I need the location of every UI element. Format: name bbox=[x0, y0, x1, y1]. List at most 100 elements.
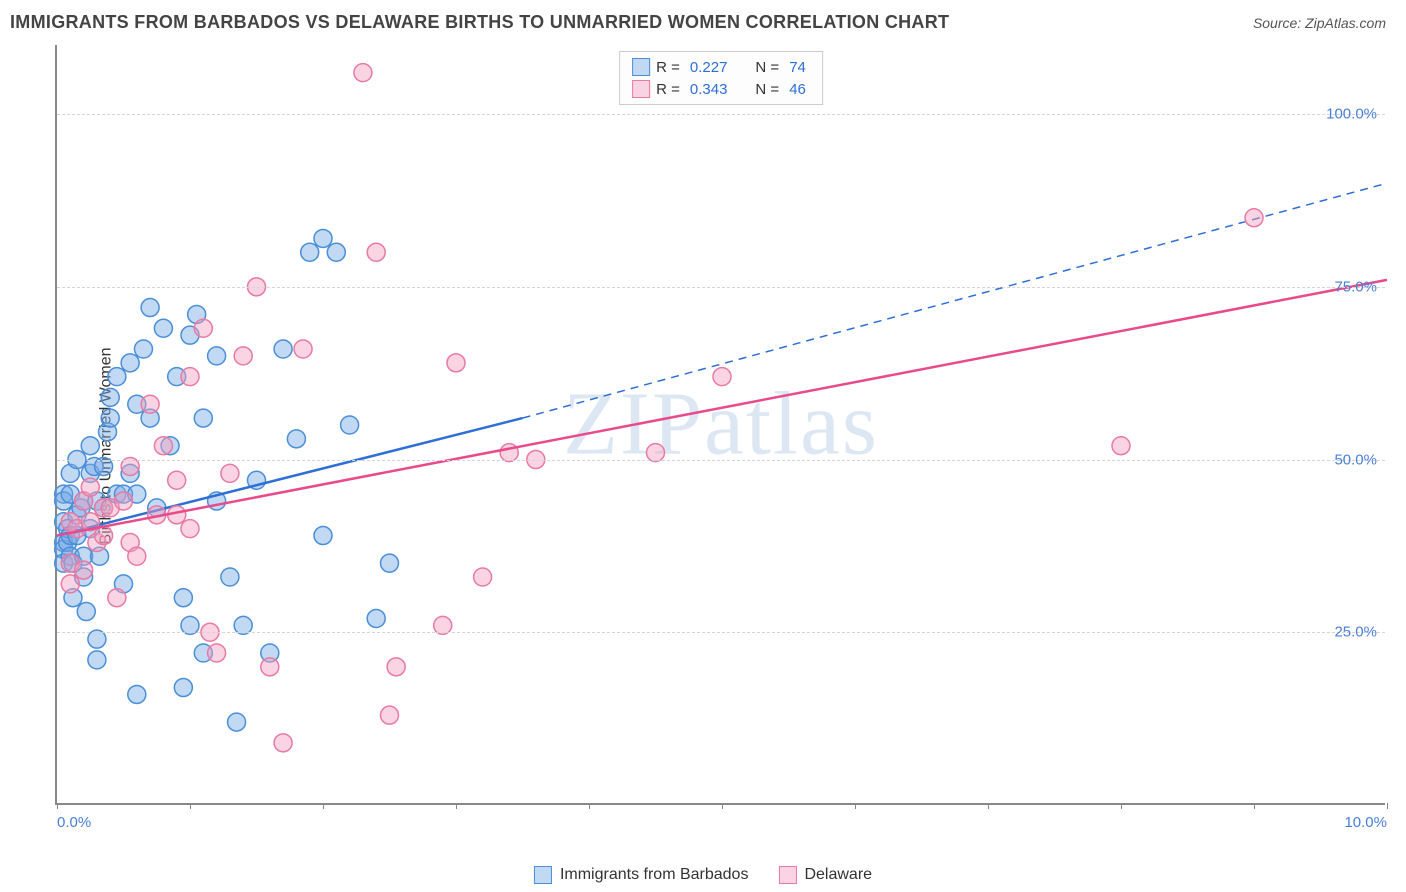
scatter-point-pink bbox=[221, 464, 239, 482]
scatter-point-pink bbox=[181, 520, 199, 538]
plot-area: ZIPatlas R =0.227N =74R =0.343N =46 25.0… bbox=[55, 45, 1385, 805]
scatter-point-blue bbox=[101, 388, 119, 406]
legend-r-label: R = bbox=[656, 59, 680, 76]
legend-swatch bbox=[632, 58, 650, 76]
scatter-point-pink bbox=[274, 734, 292, 752]
y-tick-label: 100.0% bbox=[1326, 106, 1377, 123]
scatter-point-pink bbox=[367, 243, 385, 261]
scatter-point-pink bbox=[1245, 209, 1263, 227]
legend-r-value: 0.227 bbox=[686, 59, 732, 76]
legend-correlation: R = 0.227 N = 74 R = 0.343 N = 46 bbox=[619, 51, 823, 105]
scatter-point-pink bbox=[261, 658, 279, 676]
scatter-point-pink bbox=[387, 658, 405, 676]
scatter-point-blue bbox=[327, 243, 345, 261]
x-tick-mark bbox=[855, 803, 856, 809]
legend-series-label: Delaware bbox=[804, 866, 872, 884]
scatter-point-blue bbox=[287, 430, 305, 448]
scatter-point-blue bbox=[221, 568, 239, 586]
scatter-point-blue bbox=[208, 347, 226, 365]
scatter-point-pink bbox=[115, 492, 133, 510]
scatter-point-blue bbox=[274, 340, 292, 358]
x-tick-label: 10.0% bbox=[1344, 814, 1387, 831]
x-tick-mark bbox=[323, 803, 324, 809]
legend-n-value: 46 bbox=[785, 81, 810, 98]
scatter-point-blue bbox=[314, 229, 332, 247]
scatter-point-blue bbox=[341, 416, 359, 434]
legend-series: Immigrants from Barbados Delaware bbox=[534, 866, 872, 884]
legend-correlation-row: R = 0.227 N = 74 bbox=[632, 56, 810, 78]
scatter-point-pink bbox=[713, 368, 731, 386]
scatter-point-pink bbox=[154, 437, 172, 455]
scatter-point-pink bbox=[381, 706, 399, 724]
scatter-point-blue bbox=[228, 713, 246, 731]
chart-title: IMMIGRANTS FROM BARBADOS VS DELAWARE BIR… bbox=[10, 12, 949, 33]
scatter-point-pink bbox=[1112, 437, 1130, 455]
chart-header: IMMIGRANTS FROM BARBADOS VS DELAWARE BIR… bbox=[10, 12, 1386, 33]
scatter-point-blue bbox=[154, 319, 172, 337]
x-tick-mark bbox=[1254, 803, 1255, 809]
scatter-point-blue bbox=[174, 679, 192, 697]
scatter-point-pink bbox=[234, 347, 252, 365]
x-tick-mark bbox=[722, 803, 723, 809]
trend-line-pink bbox=[57, 280, 1387, 536]
scatter-point-blue bbox=[101, 409, 119, 427]
legend-swatch bbox=[534, 866, 552, 884]
gridline-h bbox=[57, 287, 1385, 288]
x-tick-label: 0.0% bbox=[57, 814, 91, 831]
scatter-point-blue bbox=[314, 527, 332, 545]
gridline-h bbox=[57, 632, 1385, 633]
scatter-point-blue bbox=[88, 651, 106, 669]
x-tick-mark bbox=[589, 803, 590, 809]
legend-series-item: Delaware bbox=[778, 866, 872, 884]
legend-n-value: 74 bbox=[785, 59, 810, 76]
x-tick-mark bbox=[1387, 803, 1388, 809]
scatter-point-blue bbox=[367, 609, 385, 627]
legend-r-value: 0.343 bbox=[686, 81, 732, 98]
x-tick-mark bbox=[190, 803, 191, 809]
scatter-point-pink bbox=[294, 340, 312, 358]
scatter-point-pink bbox=[474, 568, 492, 586]
y-tick-label: 25.0% bbox=[1334, 624, 1377, 641]
scatter-point-pink bbox=[447, 354, 465, 372]
scatter-point-blue bbox=[128, 685, 146, 703]
legend-r-label: R = bbox=[656, 81, 680, 98]
gridline-h bbox=[57, 460, 1385, 461]
scatter-point-pink bbox=[95, 527, 113, 545]
x-tick-mark bbox=[988, 803, 989, 809]
scatter-point-pink bbox=[168, 471, 186, 489]
chart-svg bbox=[57, 45, 1385, 803]
scatter-point-pink bbox=[194, 319, 212, 337]
scatter-point-pink bbox=[141, 395, 159, 413]
y-tick-label: 50.0% bbox=[1334, 451, 1377, 468]
scatter-point-blue bbox=[81, 437, 99, 455]
scatter-point-pink bbox=[61, 575, 79, 593]
scatter-point-blue bbox=[174, 589, 192, 607]
scatter-point-blue bbox=[134, 340, 152, 358]
scatter-point-pink bbox=[128, 547, 146, 565]
scatter-point-blue bbox=[141, 299, 159, 317]
legend-series-item: Immigrants from Barbados bbox=[534, 866, 749, 884]
scatter-point-blue bbox=[381, 554, 399, 572]
scatter-point-pink bbox=[181, 368, 199, 386]
x-tick-mark bbox=[1121, 803, 1122, 809]
legend-correlation-row: R = 0.343 N = 46 bbox=[632, 78, 810, 100]
scatter-point-blue bbox=[77, 603, 95, 621]
scatter-point-pink bbox=[354, 64, 372, 82]
gridline-h bbox=[57, 114, 1385, 115]
legend-series-label: Immigrants from Barbados bbox=[560, 866, 749, 884]
y-tick-label: 75.0% bbox=[1334, 278, 1377, 295]
scatter-point-pink bbox=[208, 644, 226, 662]
scatter-point-blue bbox=[301, 243, 319, 261]
scatter-point-pink bbox=[108, 589, 126, 607]
scatter-point-blue bbox=[121, 354, 139, 372]
legend-swatch bbox=[778, 866, 796, 884]
scatter-point-pink bbox=[75, 561, 93, 579]
x-tick-mark bbox=[456, 803, 457, 809]
scatter-point-pink bbox=[81, 478, 99, 496]
legend-n-label: N = bbox=[755, 59, 779, 76]
x-tick-mark bbox=[57, 803, 58, 809]
legend-n-label: N = bbox=[755, 81, 779, 98]
scatter-point-blue bbox=[194, 409, 212, 427]
legend-swatch bbox=[632, 80, 650, 98]
scatter-point-blue bbox=[108, 368, 126, 386]
